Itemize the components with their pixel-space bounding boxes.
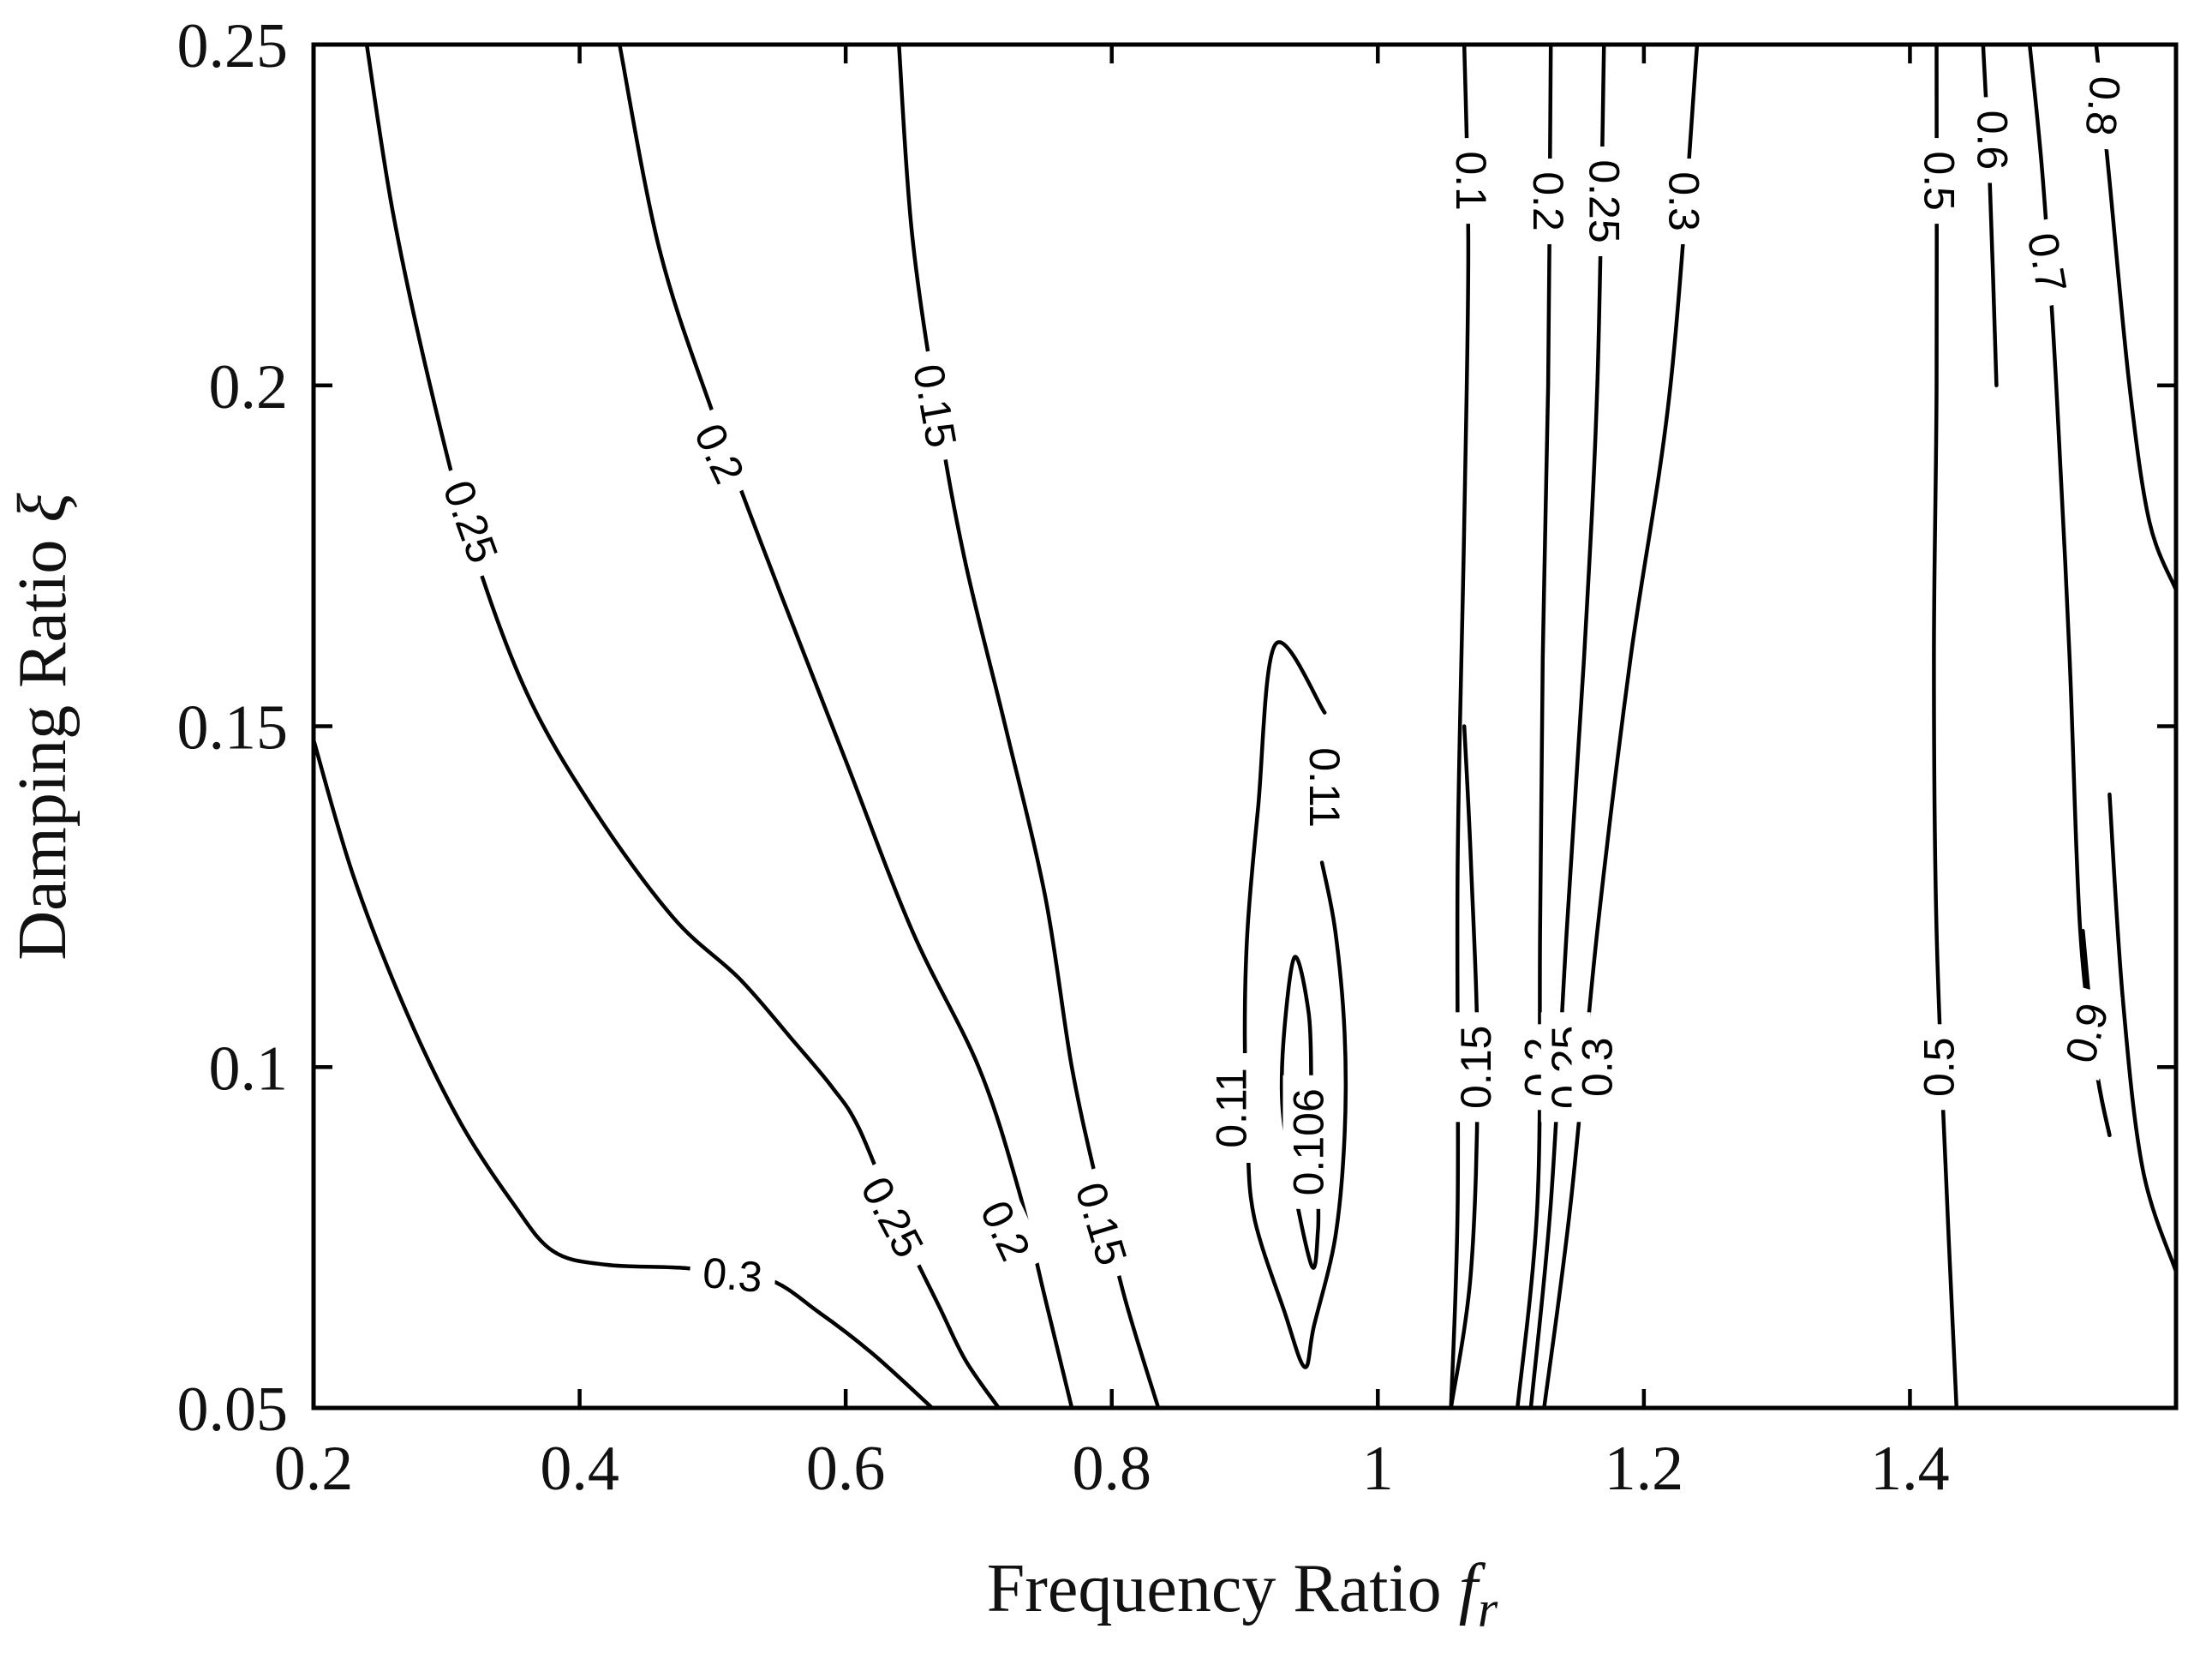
x-tick-label: 0.6 [806, 1434, 886, 1504]
contour-label-group: 0.106 [1282, 1075, 1333, 1209]
contour-label-background [1913, 1024, 1964, 1111]
contour-label: 0.1 [1447, 151, 1495, 211]
contour-label-group: 0.15 [1061, 1164, 1142, 1284]
y-tick-label: 0.25 [177, 11, 289, 81]
x-tick-label: 0.2 [274, 1434, 354, 1504]
contour-label: 0.2 [1524, 171, 1572, 231]
contour-label-background [1915, 138, 1965, 225]
contour-line-unlabeled-16 [2107, 792, 2179, 1274]
x-tick-label: 1 [1362, 1434, 1394, 1504]
contour-label: 0.25 [1580, 159, 1628, 243]
y-tick-label: 0.05 [177, 1375, 289, 1445]
contour-label-background [1450, 1012, 1501, 1123]
contour-line-0.25-9 [1528, 42, 1606, 1410]
contour-label: 0.5 [1916, 151, 1964, 211]
contour-label-background [1580, 147, 1630, 256]
contour-label-group: 0.2 [679, 404, 761, 503]
contour-label-background [1571, 1024, 1622, 1111]
x-tick-label: 0.8 [1072, 1434, 1151, 1504]
contour-label: 0.5 [1916, 1038, 1964, 1098]
y-tick-label: 0.15 [177, 693, 289, 764]
contour-line-0.3-0 [311, 738, 935, 1410]
contour-label: 0.3 [701, 1249, 764, 1302]
y-axis-title: Damping Ratio ξ [5, 493, 81, 961]
contour-line-0.11-4 [1242, 640, 1348, 1369]
contour-label: 0.106 [1285, 1088, 1333, 1195]
contour-label-group: 0.1 [1447, 138, 1497, 225]
y-tick-label: 0.1 [209, 1033, 289, 1104]
contour-label-background [1447, 138, 1497, 225]
contour-label-background [1205, 1053, 1256, 1163]
contour-label-group: 0.7 [2016, 216, 2080, 309]
contour-label-background [2075, 61, 2132, 152]
contour-label-group: 0.15 [901, 347, 970, 464]
contour-label-group: 0.9 [2051, 985, 2121, 1081]
tick-labels: 0.2 0.4 0.6 0.8 1 1.2 1.40.050.10.150.20.25 [177, 11, 1950, 1504]
x-tick-label: 0.4 [540, 1434, 619, 1504]
x-tick-label: 1.4 [1870, 1434, 1950, 1504]
x-axis-title: Frequency Ratio fr [987, 1551, 1498, 1638]
contour-label: 0.11 [1208, 1068, 1256, 1148]
contour-label-group: 0.2 [965, 1181, 1047, 1280]
contour-label-group: 0.25 [845, 1156, 942, 1277]
contour-line-0.7-13 [2027, 42, 2112, 1138]
contour-label-background [845, 1156, 942, 1277]
contour-label-background [687, 1245, 778, 1303]
contour-label-background [1968, 97, 2018, 183]
contour-label-background [1659, 159, 1710, 244]
contour-label-background [901, 347, 970, 464]
contour-line-0.6-12 [1981, 42, 1999, 387]
contour-label-background [1300, 733, 1351, 843]
contour-label-group: 0.3 [1659, 159, 1710, 244]
contour-label: 0.3 [1574, 1038, 1622, 1098]
contour-label: 0.11 [1300, 747, 1348, 828]
contour-label-group: 0.11 [1205, 1053, 1256, 1163]
contour-label-background [1282, 1075, 1333, 1209]
contour-label-background [965, 1181, 1047, 1280]
y-tick-label: 0.2 [209, 352, 289, 422]
contour-label: 0.6 [1969, 111, 2017, 171]
contour-label-group: 0.15 [1450, 1012, 1501, 1123]
contour-label-group: 0.6 [1968, 97, 2018, 183]
contour-line-0.2-8 [1516, 42, 1553, 1410]
contour-label: 0.15 [904, 361, 966, 452]
contour-label: 0.8 [2077, 75, 2130, 138]
axis-ticks [311, 42, 2176, 1410]
contour-label-group: 0.11 [1300, 733, 1351, 843]
contour-label-group: 0.2 [1524, 159, 1575, 244]
contour-label-group: 0.5 [1913, 1024, 1964, 1111]
contour-line-0.106-5 [1279, 955, 1321, 1270]
x-tick-label: 1.2 [1605, 1434, 1684, 1504]
contour-label-group: 0.25 [1580, 147, 1630, 256]
contour-lines [311, 42, 2179, 1410]
contour-line-0.5-11 [1932, 42, 1959, 1410]
plot-frame [311, 42, 2179, 1410]
contour-label-group: 0.25 [428, 461, 514, 582]
contour-label-group: 0.8 [2075, 61, 2132, 152]
contour-label-background [1061, 1164, 1142, 1284]
contour-label-background [2016, 216, 2080, 309]
contour-label-background [2051, 985, 2121, 1081]
contour-label-background [679, 404, 761, 503]
contour-label: 0.15 [1452, 1026, 1500, 1109]
contour-label-group: 0.5 [1915, 138, 1965, 225]
contour-label-group: 0.3 [687, 1245, 778, 1303]
contour-line-0.3-10 [1542, 42, 1700, 1410]
contour-line-0.1-6 [1449, 42, 1471, 1410]
contour-label: 0.15 [1066, 1177, 1136, 1270]
contour-label: 0.7 [2018, 230, 2076, 296]
contour-label-background [1524, 159, 1575, 244]
contour-label: 0.9 [2056, 998, 2118, 1069]
contour-label: 0.3 [1659, 171, 1707, 231]
contour-label-group: 0.3 [1571, 1024, 1622, 1111]
contour-labels: 0.30.250.250.20.20.150.150.110.11 0.1060.… [428, 61, 2132, 1303]
contour-label-background [428, 461, 514, 582]
contour-label: 0.25 [433, 474, 507, 569]
